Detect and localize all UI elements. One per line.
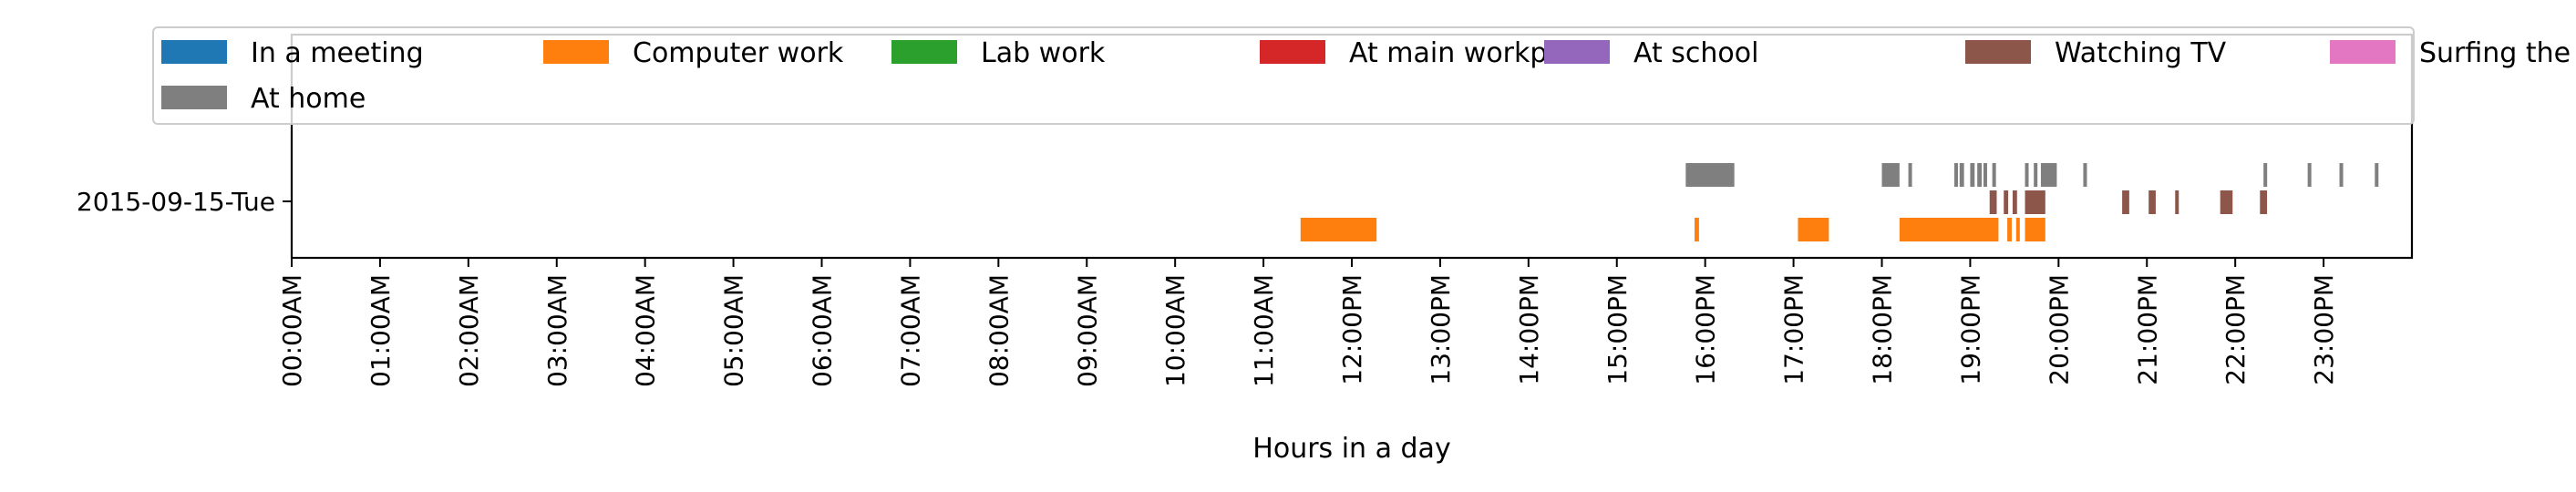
x-tick-label: 18:00PM: [1868, 274, 1898, 385]
x-tick-label: 03:00AM: [542, 274, 572, 387]
x-tick-label: 01:00AM: [366, 274, 396, 387]
bar-at-home-6: [1977, 163, 1983, 187]
bar-at-home-11: [2040, 163, 2057, 187]
x-tick-label: 20:00PM: [2044, 274, 2074, 385]
x-tick-label: 13:00PM: [1426, 274, 1456, 385]
legend-label: Watching TV: [2055, 37, 2227, 69]
legend-swatch: [1965, 40, 2031, 64]
x-axis: 00:00AM 01:00AM 02:00AM 03:00AM 04:00AM 05:00…: [277, 258, 2339, 387]
bar-watching-tv-5: [2148, 190, 2156, 214]
bar-at-home-1: [1881, 163, 1900, 187]
bar-computer-work-2: [1798, 218, 1829, 241]
legend-label: At home: [251, 83, 366, 115]
legend-label: At school: [1633, 37, 1758, 69]
bar-at-home-15: [2339, 163, 2344, 187]
legend-swatch: [161, 40, 227, 64]
x-tick-label: 14:00PM: [1514, 274, 1544, 385]
x-tick-label: 02:00AM: [454, 274, 484, 387]
bar-computer-work-4: [2007, 218, 2012, 241]
x-tick-label: 10:00AM: [1160, 274, 1190, 387]
x-tick-label: 06:00AM: [808, 274, 838, 387]
x-tick-label: 15:00PM: [1602, 274, 1633, 385]
legend-swatch: [2330, 40, 2396, 64]
bar-watching-tv-6: [2175, 190, 2179, 214]
bar-at-home-3: [1953, 163, 1958, 187]
legend-swatch: [1544, 40, 1610, 64]
y-axis: 2015-09-15-Tue: [77, 187, 292, 217]
bar-at-home-4: [1959, 163, 1964, 187]
bar-watching-tv-8: [2260, 190, 2268, 214]
bar-watching-tv-3: [2025, 190, 2045, 214]
legend-box: [152, 26, 2415, 125]
legend-swatch: [543, 40, 609, 64]
x-tick-label: 11:00AM: [1249, 274, 1279, 387]
legend-label: Lab work: [981, 37, 1106, 69]
bar-computer-work-5: [2015, 218, 2020, 241]
bar-at-home-0: [1685, 163, 1735, 187]
x-tick-label: 21:00PM: [2132, 274, 2162, 385]
x-axis-label: Hours in a day: [1252, 433, 1450, 465]
x-tick-label: 05:00AM: [719, 274, 749, 387]
x-tick-label: 08:00AM: [984, 274, 1014, 387]
bar-computer-work-1: [1695, 218, 1699, 241]
legend-swatch: [161, 86, 227, 109]
bar-watching-tv-4: [2122, 190, 2129, 214]
bar-at-home-13: [2263, 163, 2268, 187]
bar-watching-tv-7: [2220, 190, 2233, 214]
bar-at-home-2: [1908, 163, 1912, 187]
legend-label: Surfing the internet: [2419, 37, 2576, 69]
x-tick-label: 22:00PM: [2221, 274, 2251, 385]
y-tick-label: 2015-09-15-Tue: [77, 187, 275, 217]
x-tick-label: 17:00PM: [1779, 274, 1809, 385]
x-tick-label: 07:00AM: [895, 274, 925, 387]
bar-computer-work-0: [1300, 218, 1377, 241]
x-tick-label: 09:00AM: [1072, 274, 1102, 387]
legend-swatch: [891, 40, 957, 64]
legend-label: In a meeting: [251, 37, 424, 69]
bar-at-home-12: [2083, 163, 2087, 187]
x-tick-label: 19:00PM: [1955, 274, 1985, 385]
bar-at-home-7: [1983, 163, 1987, 187]
bar-watching-tv-1: [2004, 190, 2009, 214]
legend-label: Computer work: [633, 37, 844, 69]
bar-at-home-9: [2025, 163, 2029, 187]
bar-watching-tv-0: [1989, 190, 1997, 214]
bar-at-home-14: [2307, 163, 2312, 187]
x-tick-label: 23:00PM: [2309, 274, 2339, 385]
bar-computer-work-6: [2025, 218, 2045, 241]
x-tick-label: 04:00AM: [631, 274, 661, 387]
x-tick-label: 12:00PM: [1337, 274, 1367, 385]
bar-at-home-16: [2375, 163, 2379, 187]
x-tick-label: 00:00AM: [277, 274, 307, 387]
bar-at-home-10: [2034, 163, 2038, 187]
bar-at-home-5: [1970, 163, 1975, 187]
legend-swatch: [1260, 40, 1325, 64]
bar-computer-work-3: [1899, 218, 1999, 241]
x-tick-label: 16:00PM: [1691, 274, 1721, 385]
bar-at-home-8: [1992, 163, 1996, 187]
bar-watching-tv-2: [2012, 190, 2017, 214]
legend: In a meeting Computer work Lab work At main…: [152, 26, 2576, 125]
